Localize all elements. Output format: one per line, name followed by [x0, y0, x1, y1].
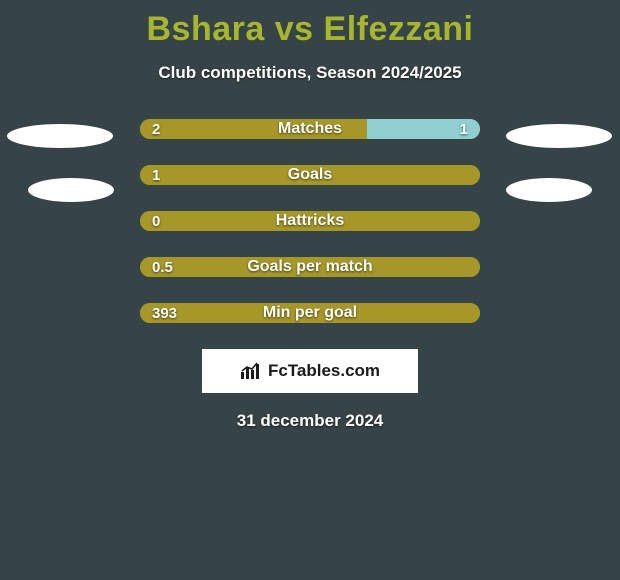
value-right: 1: [448, 119, 480, 139]
source-badge-text: FcTables.com: [268, 361, 380, 381]
source-badge: FcTables.com: [202, 349, 418, 393]
bar-label: Matches: [140, 119, 480, 139]
value-left: 0.5: [140, 257, 185, 277]
bar-label: Hattricks: [140, 211, 480, 231]
subtitle: Club competitions, Season 2024/2025: [0, 63, 620, 83]
value-left: 0: [140, 211, 172, 231]
title-player-right: Elfezzani: [324, 10, 474, 48]
value-left: 2: [140, 119, 172, 139]
bar-track: Hattricks0: [140, 211, 480, 231]
bar-label: Min per goal: [140, 303, 480, 323]
bar-track: Goals per match0.5: [140, 257, 480, 277]
comparison-row: Matches2 1: [0, 119, 620, 139]
bar-label: Goals: [140, 165, 480, 185]
comparison-rows: Matches21Goals1Hattricks0Goals per match…: [0, 119, 620, 323]
comparison-row: Goals per match0.5: [0, 257, 620, 277]
comparison-row: Hattricks0: [0, 211, 620, 231]
footer-date: 31 december 2024: [0, 411, 620, 431]
page-title: Bshara vs Elfezzani: [0, 0, 620, 49]
chart-icon: [240, 362, 262, 380]
value-left: 1: [140, 165, 172, 185]
title-player-left: Bshara: [147, 10, 265, 48]
stats-infographic: Bshara vs Elfezzani Club competitions, S…: [0, 0, 620, 580]
bar-track: Matches2 1: [140, 119, 480, 139]
comparison-row: Min per goal393: [0, 303, 620, 323]
bar-label: Goals per match: [140, 257, 480, 277]
bar-track: Goals1: [140, 165, 480, 185]
comparison-row: Goals1: [0, 165, 620, 185]
title-vs: vs: [275, 10, 314, 48]
value-left: 393: [140, 303, 189, 323]
bar-track: Min per goal393: [140, 303, 480, 323]
